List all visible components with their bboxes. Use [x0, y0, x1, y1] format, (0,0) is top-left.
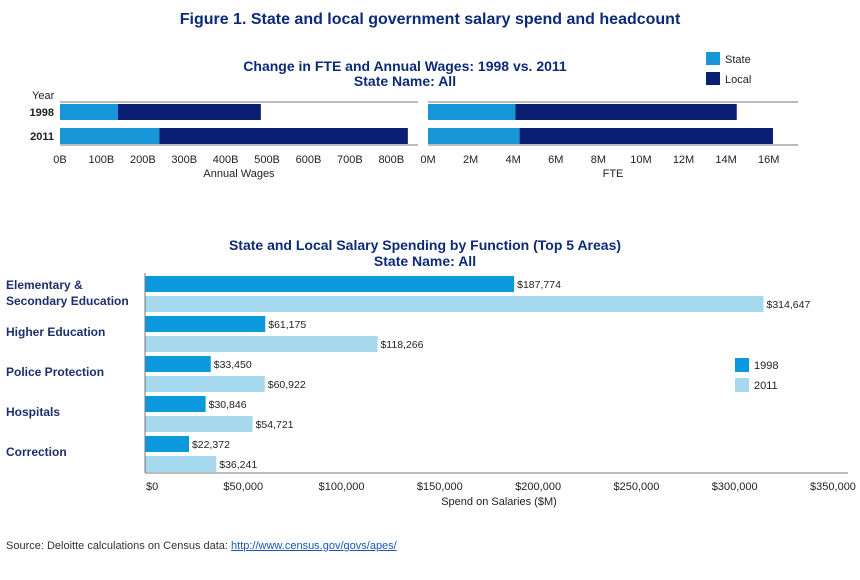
bar-fte-state-2011: [428, 128, 520, 144]
fte-wages-chart: Change in FTE and Annual Wages: 1998 vs.…: [30, 52, 798, 180]
category-label: Elementary &: [6, 278, 83, 292]
x-tick-label: 700B: [337, 154, 363, 166]
x-tick-label: 16M: [758, 154, 779, 166]
x-tick-label: 800B: [378, 154, 404, 166]
legend-label-1998: 1998: [754, 360, 778, 372]
x-tick-label: 300B: [171, 154, 197, 166]
bar-2011-2: [145, 376, 265, 392]
x-tick-label: 200B: [130, 154, 156, 166]
function-legend: 1998 2011: [735, 358, 778, 392]
category-label: Hospitals: [6, 405, 60, 419]
bar-wages-local-2011: [159, 128, 408, 144]
source-note: Source: Deloitte calculations on Census …: [6, 540, 397, 552]
category-label: Correction: [6, 445, 67, 459]
year-label-1998: 1998: [30, 107, 54, 119]
x-tick-label: $250,000: [613, 481, 659, 493]
source-prefix: Source: Deloitte calculations on Census …: [6, 540, 232, 552]
bar-1998-3: [145, 396, 206, 412]
data-label: $61,175: [268, 319, 306, 331]
x-tick-label: 12M: [673, 154, 694, 166]
x-tick-label: $100,000: [319, 481, 365, 493]
x-tick-label: $150,000: [417, 481, 463, 493]
source-link[interactable]: http://www.census.gov/govs/apes/: [231, 540, 397, 552]
category-label: Police Protection: [6, 365, 104, 379]
x-tick-label: 0B: [53, 154, 66, 166]
legend-label-state: State: [725, 54, 751, 66]
x-tick-label: 14M: [715, 154, 736, 166]
x-axis-label: Spend on Salaries ($M): [441, 496, 557, 508]
x-tick-label: $0: [146, 481, 158, 493]
x-tick-label: $50,000: [223, 481, 263, 493]
x-tick-label: 8M: [591, 154, 606, 166]
year-label-2011: 2011: [30, 131, 54, 143]
x-axis-label: FTE: [603, 168, 624, 180]
data-label: $314,647: [767, 299, 811, 311]
bar-2011-0: [145, 296, 764, 312]
legend-swatch-state: [706, 52, 720, 65]
bar-1998-1: [145, 316, 266, 332]
legend-swatch-1998: [735, 358, 749, 372]
data-label: $30,846: [209, 399, 247, 411]
data-label: $22,372: [192, 439, 230, 451]
top-legend: State Local: [706, 52, 751, 86]
bar-fte-local-2011: [519, 128, 773, 144]
bar-2011-3: [145, 416, 253, 432]
legend-swatch-2011: [735, 378, 749, 392]
figure-title: Figure 1. State and local government sal…: [180, 11, 681, 28]
x-axis-label: Annual Wages: [203, 168, 275, 180]
bar-fte-local-1998: [515, 104, 737, 120]
bar-wages-state-1998: [60, 104, 118, 120]
bar-2011-4: [145, 456, 217, 472]
x-tick-label: 100B: [89, 154, 115, 166]
fte-plot: 0M 2M 4M 6M 8M 10M 12M 14M 16M FTE: [420, 101, 798, 180]
data-label: $33,450: [214, 359, 252, 371]
legend-label-local: Local: [725, 74, 751, 86]
bar-2011-1: [145, 336, 378, 352]
bar-1998-0: [145, 276, 515, 292]
x-tick-label: $200,000: [515, 481, 561, 493]
top-chart-title: Change in FTE and Annual Wages: 1998 vs.…: [243, 58, 567, 74]
function-plot: $187,774 $314,647 Elementary & Secondary Ed…: [6, 273, 856, 508]
bar-1998-2: [145, 356, 211, 372]
x-tick-label: 10M: [630, 154, 651, 166]
data-label: $187,774: [517, 279, 561, 291]
category-label: Secondary Education: [6, 294, 129, 308]
bar-1998-4: [145, 436, 189, 452]
legend-label-2011: 2011: [754, 380, 778, 392]
category-label: Higher Education: [6, 325, 105, 339]
top-chart-subtitle: State Name: All: [354, 73, 456, 89]
x-tick-label: 0M: [420, 154, 435, 166]
x-tick-label: 500B: [254, 154, 280, 166]
bar-fte-state-1998: [428, 104, 516, 120]
x-tick-label: 6M: [548, 154, 563, 166]
x-tick-label: 400B: [213, 154, 239, 166]
function-chart: State and Local Salary Spending by Funct…: [6, 237, 856, 508]
data-label: $54,721: [256, 419, 294, 431]
bottom-chart-title: State and Local Salary Spending by Funct…: [229, 237, 621, 253]
x-tick-label: $350,000: [810, 481, 856, 493]
x-tick-label: 2M: [463, 154, 478, 166]
legend-swatch-local: [706, 72, 720, 85]
x-tick-label: 4M: [506, 154, 521, 166]
bar-wages-local-1998: [117, 104, 261, 120]
bar-wages-state-2011: [60, 128, 160, 144]
bottom-chart-subtitle: State Name: All: [374, 253, 476, 269]
year-axis-title: Year: [32, 90, 55, 102]
wages-plot: 1998 2011 0B 100B 200B 300B 400B 500B 600B 700B 80…: [30, 101, 418, 180]
x-tick-label: $300,000: [712, 481, 758, 493]
data-label: $60,922: [268, 379, 306, 391]
x-tick-label: 600B: [296, 154, 322, 166]
data-label: $36,241: [219, 459, 257, 471]
data-label: $118,266: [380, 339, 423, 351]
